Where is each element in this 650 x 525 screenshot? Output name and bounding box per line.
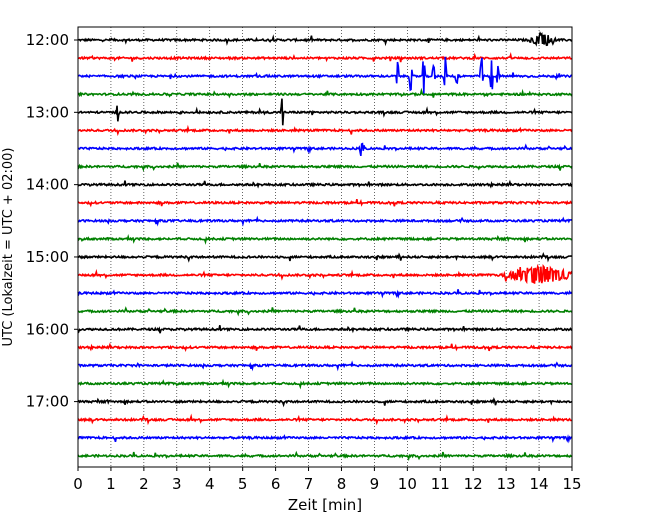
grid-lines [110,27,540,467]
seismic-trace-1615 [77,342,573,352]
x-tick-label: 11 [431,475,450,493]
seismic-trace-1400 [77,179,573,189]
y-tick-label: 17:00 [26,393,69,411]
x-axis-label: Zeit [min] [288,496,362,514]
seismic-trace-1730 [77,434,573,444]
seismic-trace-1430 [77,215,573,227]
y-tick-label: 14:00 [26,176,69,194]
seismic-trace-1200 [77,31,573,47]
x-tick-label: 10 [398,475,417,493]
seismic-trace-1300 [77,98,573,126]
seismic-trace-1700 [77,396,573,408]
plot-area [78,27,572,467]
x-tick-label: 0 [73,475,83,493]
plot-frame [77,26,573,468]
y-tick-label: 15:00 [26,248,69,266]
x-tick-label: 14 [530,475,549,493]
seismic-trace-1215 [77,51,573,63]
x-tick-label: 9 [370,475,380,493]
seismic-trace-1715 [77,413,573,426]
seismic-trace-1445 [77,234,573,245]
x-tick-label: 8 [337,475,347,493]
x-tick-label: 7 [304,475,314,493]
seismic-trace-1330 [77,142,573,157]
x-axis-ticks: 0 1 2 3 4 5 6 7 8 9 10 11 12 13 14 15 [73,467,582,493]
seismic-trace-1745 [77,450,573,462]
seismic-trace-1230 [77,56,573,95]
seismic-trace-1315 [77,124,573,137]
seismic-trace-1345 [77,162,573,172]
x-tick-label: 4 [205,475,215,493]
seismic-trace-1545 [77,306,573,317]
x-tick-label: 3 [172,475,182,493]
x-tick-label: 12 [464,475,483,493]
seismic-trace-1600 [77,325,573,334]
y-axis-label: UTC (Lokalzeit = UTC + 02:00) [1,148,16,347]
y-tick-label: 12:00 [26,31,69,49]
x-tick-label: 1 [106,475,116,493]
x-tick-label: 6 [271,475,281,493]
seismic-trace-1500 [77,252,573,263]
seismic-trace-1415 [77,198,573,208]
seismic-trace-1515 [77,263,573,285]
y-tick-label: 16:00 [26,320,69,338]
x-tick-label: 15 [562,475,581,493]
x-tick-label: 13 [497,475,516,493]
seismic-trace-1645 [77,378,573,390]
y-axis-ticks: 12:00 13:00 14:00 15:00 16:00 17:00 [26,31,78,411]
x-tick-label: 5 [238,475,248,493]
x-tick-label: 2 [139,475,149,493]
y-tick-label: 13:00 [26,103,69,121]
seismic-trace-1245 [77,87,573,99]
seismic-trace-1530 [77,289,573,299]
seismic-trace-1630 [78,360,573,372]
seismic-traces [77,31,573,462]
